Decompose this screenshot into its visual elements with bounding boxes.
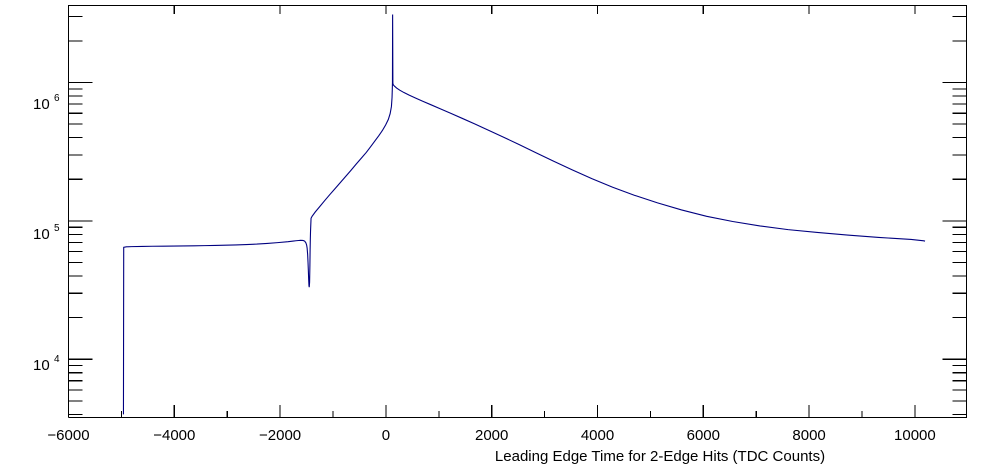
x-tick-label-zero: 0	[382, 427, 390, 444]
y-tick-exponent-1e6: 6	[54, 93, 60, 104]
y-tick-label-1e4: 10 4	[33, 354, 60, 374]
y-axis-tick-labels: 10 6 10 5 10 4	[33, 93, 60, 374]
x-axis-minor-ticks	[120, 411, 863, 418]
x-tick-label-minus2000: −2000	[259, 427, 301, 444]
y-tick-exponent-1e5: 5	[54, 223, 60, 234]
y-tick-mantissa-1e6: 10	[33, 96, 50, 113]
x-axis-top-major-ticks	[173, 5, 916, 14]
x-tick-label-minus4000: −4000	[153, 427, 195, 444]
x-axis-tick-labels: −6000 −4000 −2000 0 2000 4000 6000 8000 …	[47, 427, 935, 444]
x-axis-major-ticks	[67, 405, 916, 418]
x-tick-label-6000: 6000	[687, 427, 720, 444]
histogram-data-curve	[122, 14, 926, 415]
y-axis-ticks	[68, 15, 967, 415]
x-tick-label-10000: 10000	[894, 427, 936, 444]
x-tick-label-2000: 2000	[475, 427, 508, 444]
y-tick-label-1e5: 10 5	[33, 223, 60, 243]
y-tick-mantissa-1e4: 10	[33, 357, 50, 374]
x-tick-label-8000: 8000	[792, 427, 825, 444]
x-tick-label-4000: 4000	[581, 427, 614, 444]
y-tick-mantissa-1e5: 10	[33, 226, 50, 243]
plot-frame	[67, 4, 968, 419]
x-axis-title: Leading Edge Time for 2-Edge Hits (TDC C…	[495, 448, 825, 465]
y-tick-exponent-1e4: 4	[54, 354, 60, 365]
y-tick-label-1e6: 10 6	[33, 93, 60, 113]
x-tick-label-minus6000: −6000	[47, 427, 89, 444]
